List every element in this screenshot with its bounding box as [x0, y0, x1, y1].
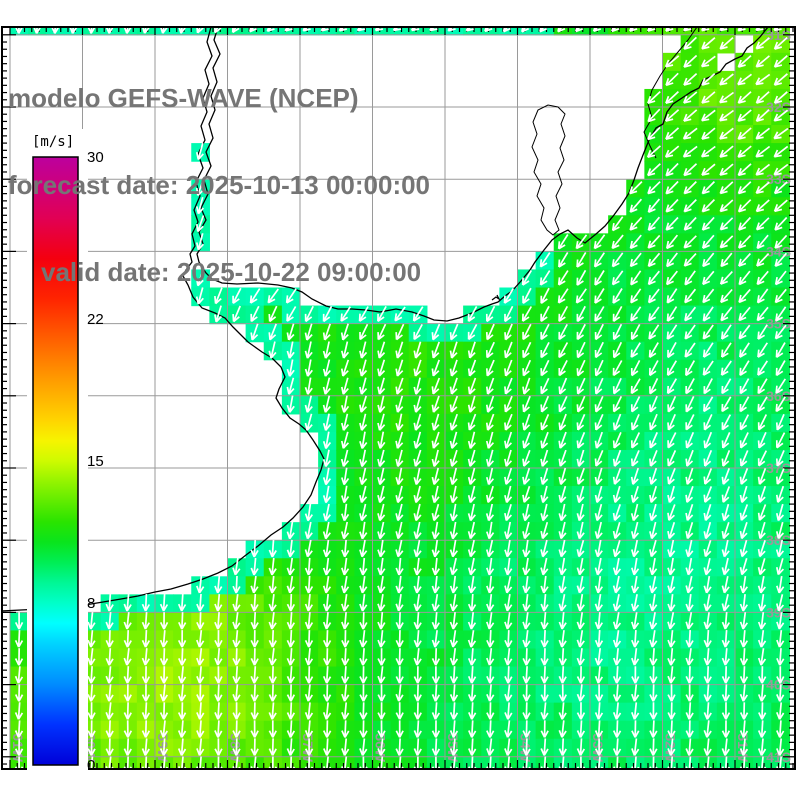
colorbar-tick-label: 8: [87, 595, 95, 612]
colorbar-unit: [m/s]: [32, 134, 74, 150]
colorbar-tick-label: 30: [87, 149, 104, 166]
lon-label: 56W: [373, 733, 389, 763]
islet-mark: [491, 294, 501, 301]
lon-label: 61W: [10, 733, 26, 763]
lon-label: 57W: [300, 733, 316, 763]
lat-label: 39S: [766, 604, 791, 620]
colorbar: [m/s] 30 22 15 8 0: [27, 129, 104, 775]
lat-label: 40S: [766, 677, 791, 693]
colorbar-tick-label: 0: [87, 757, 95, 774]
colorbar-tick-label: 15: [87, 453, 104, 470]
lon-label: 53W: [590, 733, 606, 763]
grid-lines: [3, 28, 794, 768]
colorbar-tick-label: 22: [87, 311, 104, 328]
lat-label: 36S: [766, 388, 791, 404]
lat-label: 32S: [766, 99, 791, 115]
lon-label: 52W: [663, 733, 679, 763]
wind-arrows: [14, 28, 789, 768]
lon-label: 54W: [518, 733, 534, 763]
lon-label: 59W: [155, 733, 171, 763]
lon-label: 51W: [735, 733, 751, 763]
lon-label: 55W: [445, 733, 461, 763]
lat-label: 41S: [766, 749, 791, 765]
lat-label: 37S: [766, 460, 791, 476]
lon-label: 58W: [228, 733, 244, 763]
lat-label: 38S: [766, 532, 791, 548]
